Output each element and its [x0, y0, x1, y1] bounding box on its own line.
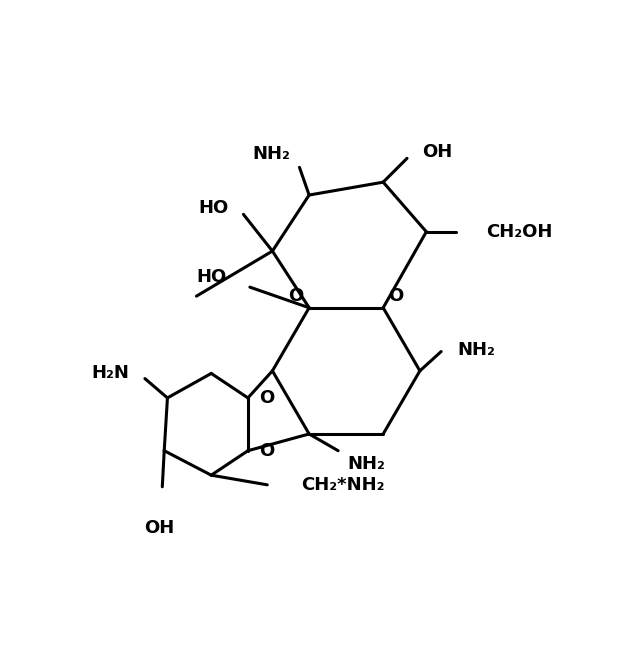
Text: CH₂OH: CH₂OH [486, 223, 553, 241]
Text: O: O [260, 442, 275, 460]
Text: O: O [260, 389, 275, 407]
Text: OH: OH [422, 143, 452, 161]
Text: NH₂: NH₂ [348, 455, 386, 473]
Text: OH: OH [145, 519, 175, 537]
Text: NH₂: NH₂ [457, 341, 495, 359]
Text: CH₂*NH₂: CH₂*NH₂ [301, 476, 385, 494]
Text: H₂N: H₂N [91, 364, 129, 382]
Text: NH₂: NH₂ [252, 145, 290, 163]
Text: O: O [289, 287, 304, 305]
Text: O: O [388, 287, 404, 305]
Text: HO: HO [198, 199, 229, 217]
Text: HO: HO [196, 268, 227, 286]
